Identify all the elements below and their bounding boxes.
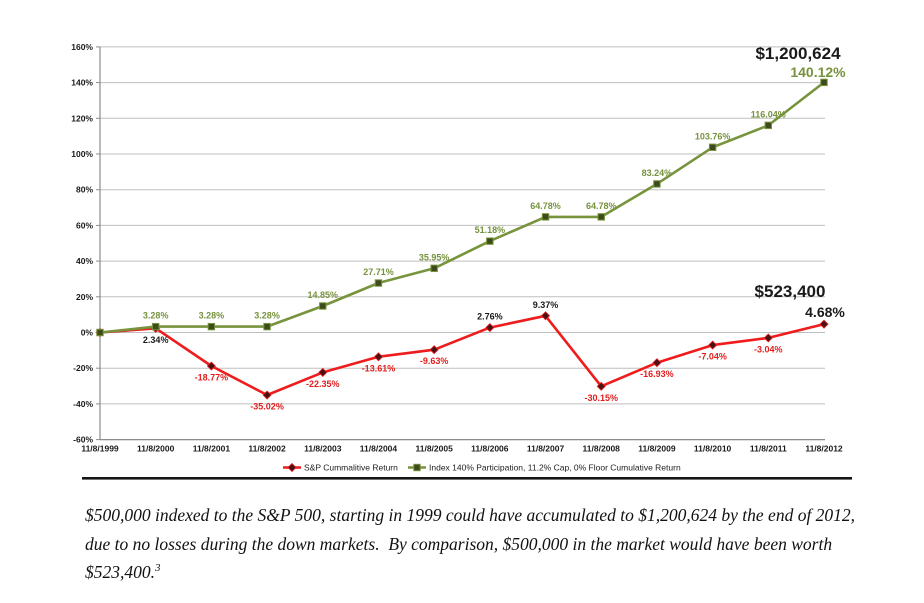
- index-point-marker: [374, 279, 383, 287]
- annotation-523400: $523,400: [755, 282, 826, 301]
- sp500-data-label: -18.77%: [195, 373, 229, 383]
- index-point-marker: [486, 237, 494, 245]
- sp500-data-label: 9.37%: [533, 300, 559, 310]
- index-point-marker: [820, 78, 828, 87]
- index-point-marker: [653, 180, 661, 188]
- caption-line-3-text: $523,400.: [85, 562, 155, 582]
- x-axis-label: 11/8/2003: [304, 444, 342, 454]
- footnote-marker: 3: [155, 562, 161, 575]
- annotation-468: 4.68%: [805, 304, 845, 320]
- figure-bottom-rule: [82, 477, 852, 480]
- sp500-data-label: -30.15%: [584, 393, 618, 403]
- sp500-data-label: -16.93%: [640, 369, 674, 379]
- index-data-label: 51.18%: [475, 225, 506, 235]
- y-axis-label: -60%: [73, 435, 93, 445]
- sp500-point-marker: [318, 367, 328, 377]
- sp500-point-marker: [373, 352, 384, 362]
- index-data-label: 103.76%: [695, 131, 731, 141]
- y-axis-label: 40%: [76, 256, 93, 266]
- y-axis-label: 140%: [71, 78, 93, 88]
- y-axis-label: 80%: [76, 185, 93, 195]
- y-axis-label: -20%: [73, 363, 93, 373]
- index-return-line: [99, 81, 825, 334]
- sp500-data-label: 2.34%: [143, 335, 169, 345]
- sp500-point-marker: [763, 333, 773, 343]
- sp500-point-marker: [819, 319, 829, 329]
- y-axis-label: 0%: [81, 328, 94, 338]
- caption-line-1: $500,000 indexed to the S&P 500, startin…: [85, 505, 856, 525]
- annotation-14012: 140.12%: [790, 64, 846, 80]
- sp500-point-marker: [652, 358, 662, 368]
- returns-line-chart: 160% 140% 120% 100% 80% 60% 40% 20% 0% -20% -40% -6…: [71, 42, 852, 480]
- index-point-marker: [764, 121, 773, 130]
- y-axis-label: 160%: [71, 42, 93, 52]
- sp500-data-label: -22.35%: [306, 379, 340, 389]
- caption-line-3: $523,400.3: [85, 558, 895, 587]
- x-axis-label: 11/8/2008: [583, 444, 621, 454]
- sp500-data-label: 2.76%: [477, 312, 503, 322]
- legend-sp500-label: S&P Cummalitive Return: [304, 463, 398, 473]
- x-axis-label: 11/8/1999: [81, 444, 119, 454]
- sp500-point-marker: [485, 323, 495, 333]
- index-point-marker: [207, 322, 216, 331]
- sp500-point-marker: [429, 345, 439, 355]
- x-axis-label: 11/8/2002: [248, 444, 286, 454]
- x-axis-label: 11/8/2010: [694, 444, 732, 454]
- x-axis-label: 11/8/2009: [638, 444, 676, 454]
- index-data-label: 3.28%: [254, 311, 280, 321]
- caption: $500,000 indexed to the S&P 500, startin…: [85, 501, 895, 587]
- index-data-label: 116.04%: [751, 109, 786, 119]
- y-axis-label: 60%: [76, 220, 93, 230]
- sp500-data-label: -9.63%: [420, 356, 449, 366]
- legend-index-label: Index 140% Participation, 11.2% Cap, 0% …: [429, 463, 681, 473]
- x-axis-label: 11/8/2007: [527, 444, 565, 454]
- sp500-point-marker: [287, 462, 297, 473]
- index-data-label: 83.24%: [642, 168, 673, 178]
- index-data-label: 64.78%: [530, 201, 561, 211]
- index-data-label: 3.28%: [143, 311, 169, 321]
- y-axis-label: 120%: [71, 113, 93, 123]
- index-point-marker: [151, 322, 160, 331]
- sp500-return-line: [99, 314, 825, 397]
- sp500-data-label: -13.61%: [362, 363, 396, 373]
- index-point-marker: [597, 213, 605, 221]
- x-axis-label: 11/8/2004: [360, 444, 398, 454]
- index-point-marker: [430, 264, 438, 273]
- index-data-label: 64.78%: [586, 201, 617, 211]
- index-data-label: 14.85%: [308, 290, 339, 300]
- index-point-marker: [708, 143, 717, 151]
- index-point-marker: [541, 213, 550, 221]
- sp500-point-marker: [708, 340, 718, 350]
- sp500-data-label: -7.04%: [698, 352, 727, 362]
- y-axis-label: 100%: [71, 149, 93, 159]
- y-axis-label: 20%: [76, 292, 93, 302]
- sp500-point-marker: [540, 311, 551, 321]
- sp500-point-marker: [206, 361, 216, 371]
- index-data-label: 35.95%: [419, 252, 450, 262]
- x-axis-label: 11/8/2000: [137, 444, 175, 454]
- caption-line-2: due to no losses during the down markets…: [85, 533, 833, 554]
- x-axis-label: 11/8/2012: [805, 444, 843, 454]
- x-axis-label: 11/8/2005: [415, 444, 453, 454]
- sp500-point-marker: [262, 390, 272, 400]
- index-point-marker: [96, 328, 104, 337]
- x-axis-label: 11/8/2011: [750, 444, 787, 454]
- sp500-data-label: -35.02%: [250, 402, 284, 412]
- index-point-marker: [263, 322, 271, 331]
- sp500-point-marker: [596, 381, 606, 391]
- index-point-marker: [319, 302, 327, 310]
- x-axis-label: 11/8/2001: [193, 444, 231, 454]
- x-axis-label: 11/8/2006: [471, 444, 509, 454]
- index-data-label: 27.71%: [363, 267, 394, 277]
- y-axis-label: -40%: [73, 399, 93, 409]
- annotation-1200624: $1,200,624: [755, 44, 841, 63]
- index-data-label: 3.28%: [199, 311, 225, 321]
- sp500-data-label: -3.04%: [754, 344, 783, 354]
- index-point-marker: [413, 463, 421, 472]
